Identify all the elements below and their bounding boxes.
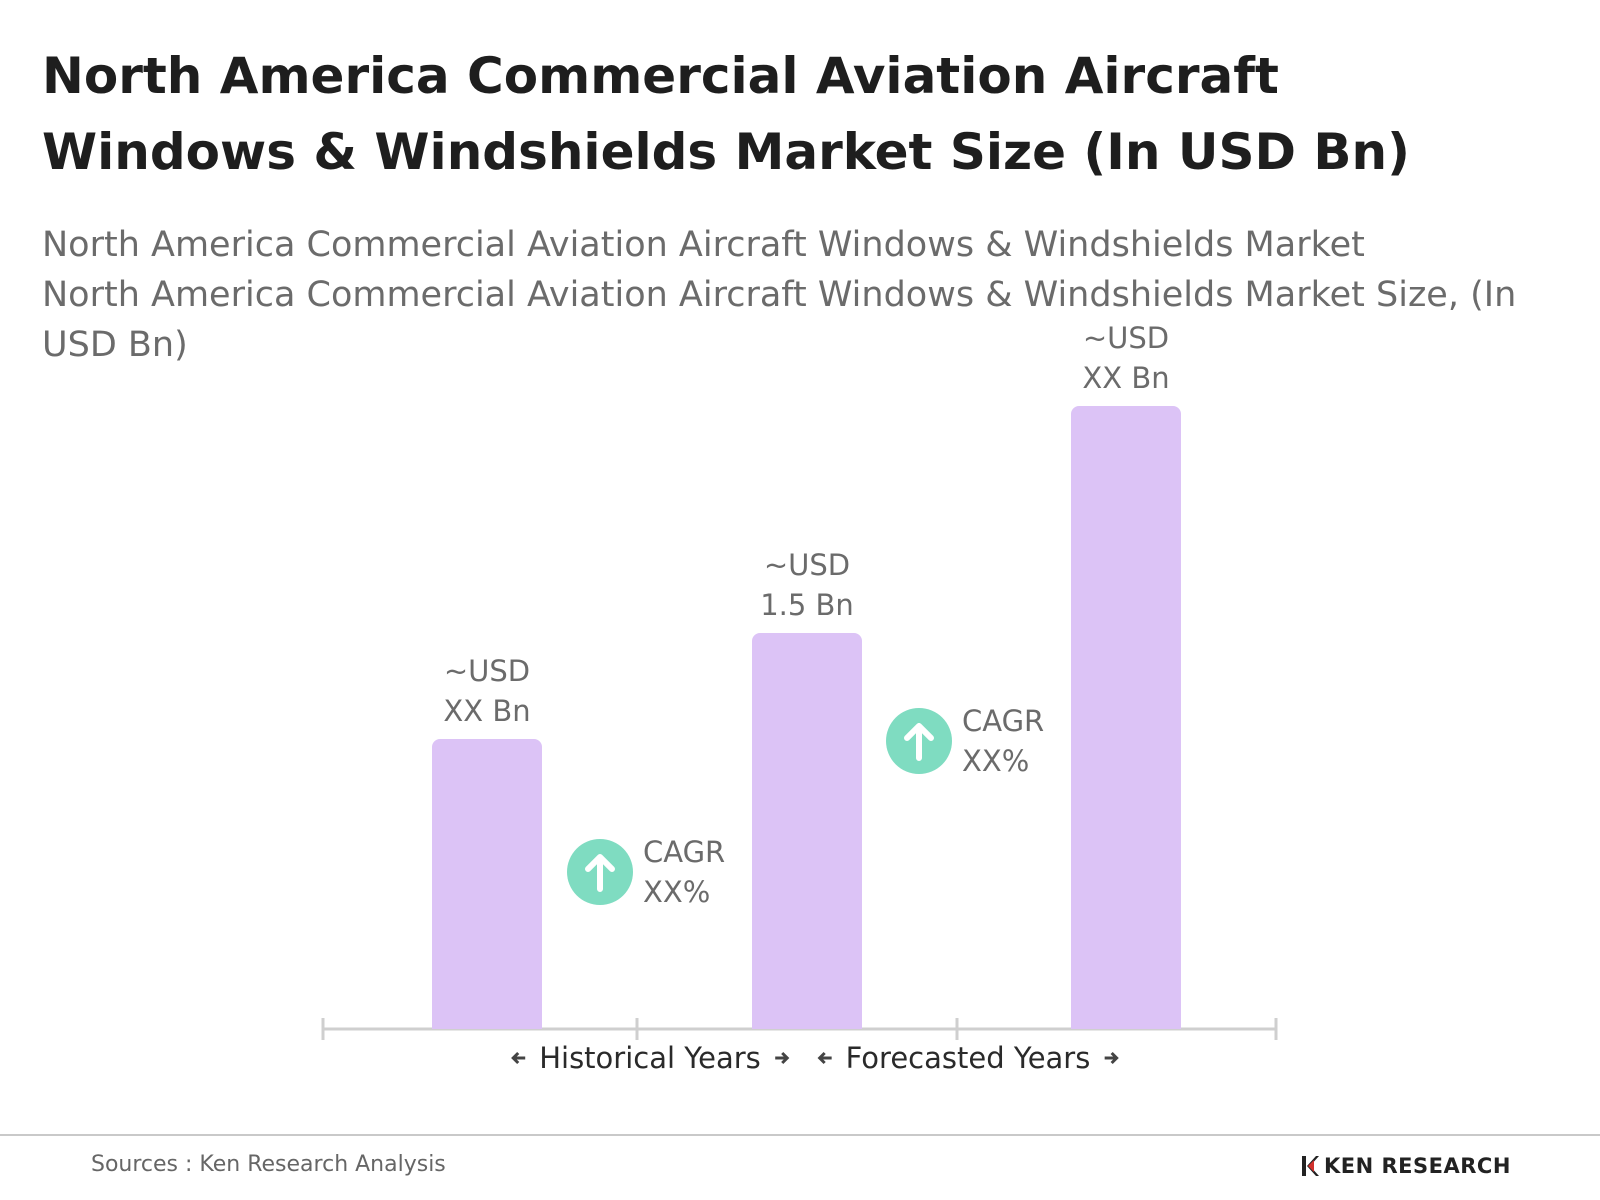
- cagr-icon: [886, 708, 952, 774]
- subtitle-line: North America Commercial Aviation Aircra…: [42, 275, 1517, 365]
- chart-title: North America Commercial Aviation Aircra…: [42, 47, 1410, 181]
- source: Sources : Ken Research Analysis: [91, 1152, 446, 1177]
- bar: [432, 738, 542, 1029]
- period-arrow: [817, 1051, 832, 1065]
- value-label: ~USD XX Bn: [443, 653, 531, 728]
- logo-icon: [1302, 1156, 1319, 1176]
- subtitle-line: North America Commercial Aviation Aircra…: [42, 225, 1365, 265]
- subtitle: North America Commercial Aviation Aircra…: [42, 220, 1542, 370]
- up-arrow: [585, 854, 615, 892]
- period-text: Historical Years: [539, 1041, 761, 1075]
- period-label: Forecasted Years: [816, 1041, 1121, 1075]
- value-label: ~USD 1.5 Bn: [760, 548, 854, 622]
- footer-rule: [0, 1134, 1600, 1136]
- period-arrow: [1104, 1051, 1119, 1065]
- cagr-label: CAGR XX%: [962, 704, 1045, 778]
- period-arrow: [511, 1051, 526, 1065]
- period-text: Forecasted Years: [845, 1041, 1091, 1075]
- logo-text: KEN RESEARCH: [1324, 1154, 1511, 1178]
- logo: KEN RESEARCH: [1300, 1154, 1511, 1178]
- period-arrow: [774, 1051, 789, 1065]
- cagr-icon: [567, 839, 633, 905]
- value-label: ~USD XX Bn: [1082, 320, 1170, 395]
- bar: [1071, 405, 1181, 1029]
- cagr-label: CAGR XX%: [643, 835, 726, 909]
- bar: [752, 633, 862, 1029]
- period-label: Historical Years: [509, 1041, 791, 1075]
- up-arrow: [904, 723, 934, 761]
